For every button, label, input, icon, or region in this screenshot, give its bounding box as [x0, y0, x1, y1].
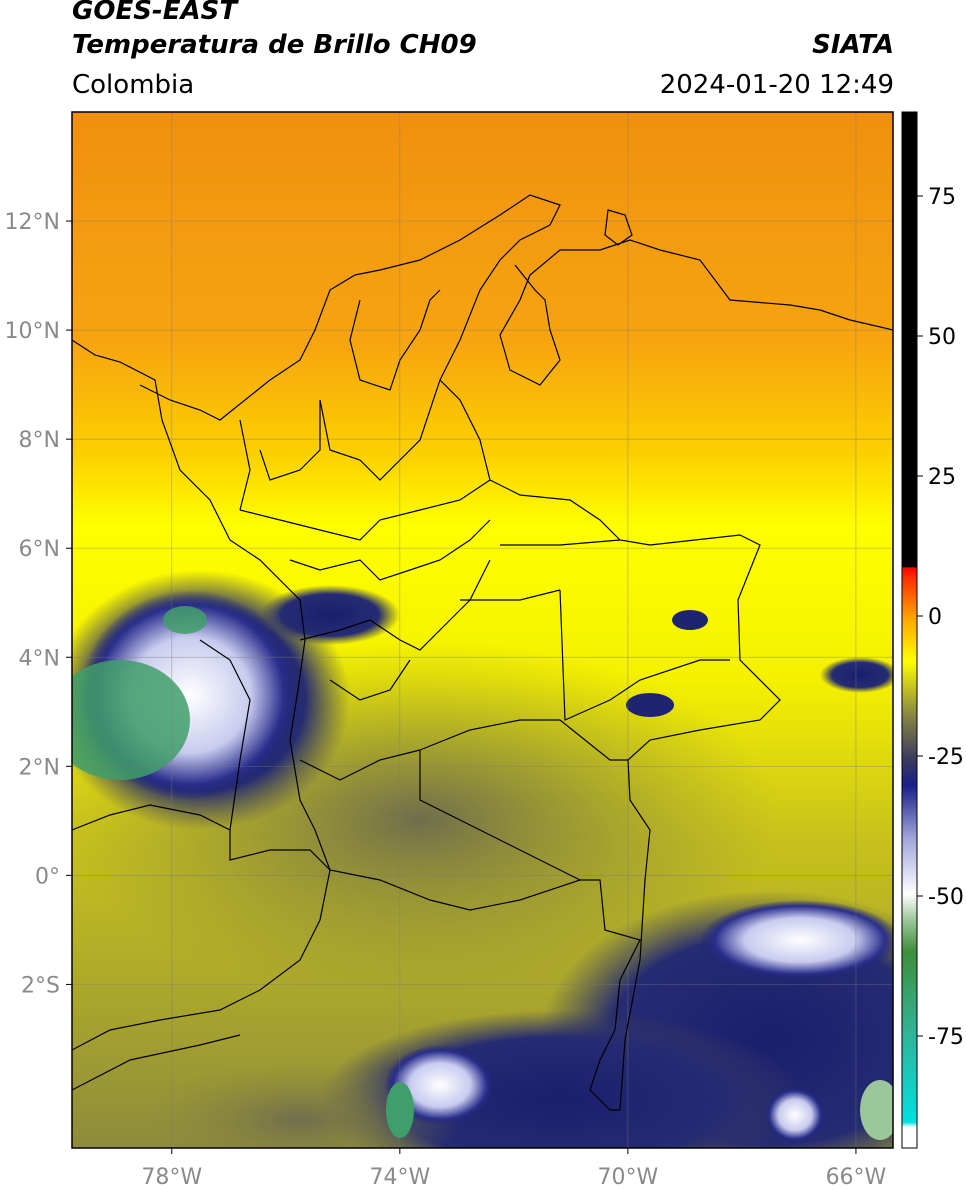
colorbar-tick-label: 50: [928, 325, 956, 350]
lat-tick-label: 12°N: [5, 210, 60, 235]
lat-tick-label: 8°N: [19, 428, 60, 453]
datetime-label: 2024-01-20 12:49: [659, 70, 894, 100]
colorbar-tick-label: -50: [928, 885, 964, 910]
lat-tick-label: 0°: [35, 864, 60, 889]
lon-tick-label: 66°W: [826, 1165, 887, 1190]
lat-tick-label: 4°N: [19, 646, 60, 671]
lat-tick-label: 10°N: [5, 319, 60, 344]
colorbar-scale: [901, 111, 918, 1149]
colorbar-tick-label: -25: [928, 745, 964, 770]
graticule: [72, 112, 893, 1148]
political-borders: [72, 194, 893, 1111]
map-panel: 12°N 10°N 8°N 6°N 4°N 2°N 0° 2°S 78°W 74°W 70°W 66…: [5, 111, 894, 1190]
colorbar: 75 50 25 0 -25 -50 -75: [901, 111, 964, 1149]
lat-tick-label: 2°S: [21, 973, 60, 998]
lon-tick-label: 70°W: [598, 1165, 659, 1190]
cloud-features: [72, 570, 893, 1148]
lat-tick-label: 2°N: [19, 755, 60, 780]
region-label: Colombia: [72, 70, 195, 100]
colorbar-tick-label: -75: [928, 1025, 964, 1050]
map-frame: [71, 111, 894, 1149]
lon-tick-label: 78°W: [141, 1165, 202, 1190]
lat-tick-label: 6°N: [19, 537, 60, 562]
colorbar-tick-label: 25: [928, 465, 956, 490]
colorbar-ticks: 75 50 25 0 -25 -50 -75: [917, 185, 964, 1050]
satellite-title: GOES-EAST: [72, 0, 238, 26]
longitude-ticks: 78°W 74°W 70°W 66°W: [141, 1148, 887, 1190]
product-title: Temperatura de Brillo CH09: [72, 30, 477, 60]
latitude-ticks: 12°N 10°N 8°N 6°N 4°N 2°N 0° 2°S: [5, 210, 72, 998]
agency-label: SIATA: [812, 30, 894, 60]
colorbar-tick-label: 75: [928, 185, 956, 210]
lon-tick-label: 74°W: [369, 1165, 430, 1190]
colorbar-tick-label: 0: [928, 605, 942, 630]
